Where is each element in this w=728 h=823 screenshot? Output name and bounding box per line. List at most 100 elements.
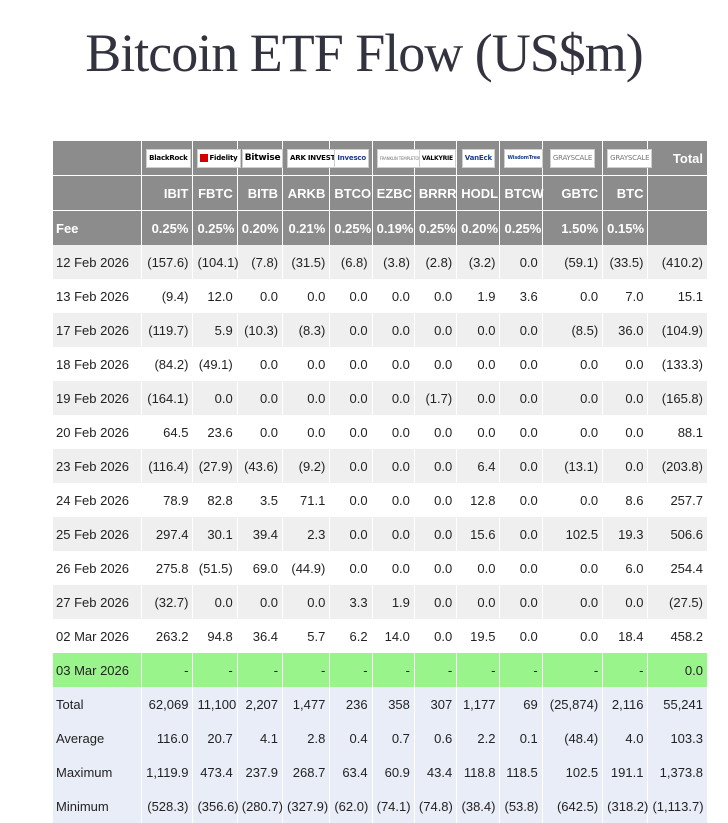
total-cell: 254.4 — [647, 551, 708, 585]
flow-cell: 6.2 — [329, 619, 373, 653]
flow-cell: (51.5) — [192, 551, 238, 585]
flow-cell: 0.0 — [456, 415, 501, 449]
flow-cell: 1.9 — [372, 585, 415, 619]
flow-cell: 0.0 — [237, 415, 284, 449]
flow-cell: (32.7) — [141, 585, 194, 619]
total-column-header: Total — [647, 141, 708, 176]
table-row: 02 Mar 2026 263.2 94.8 36.4 5.7 6.2 14.0 0.0 19.… — [53, 619, 708, 653]
flow-cell: - — [237, 653, 284, 687]
fee-value: 0.25% — [499, 210, 543, 245]
flow-cell: 3.5 — [237, 483, 284, 517]
flow-cell: - — [141, 653, 194, 687]
flow-cell: 0.0 — [456, 551, 501, 585]
flow-cell: 0.0 — [499, 619, 543, 653]
flow-cell: (116.4) — [141, 449, 194, 483]
etf-flow-table: BlackRock Fidelity Bitwise ARK INVEST In… — [53, 141, 708, 823]
total-cell: 55,241 — [647, 687, 708, 721]
flow-cell: 0.0 — [542, 619, 604, 653]
table-row: 18 Feb 2026 (84.2) (49.1) 0.0 0.0 0.0 0.0 0.0 0.… — [53, 347, 708, 381]
flow-cell: (59.1) — [542, 245, 604, 279]
flow-cell: 237.9 — [237, 755, 284, 789]
flow-cell: 0.0 — [456, 347, 501, 381]
total-cell: 257.7 — [647, 483, 708, 517]
flow-cell: (2.8) — [414, 245, 458, 279]
valkyrie-logo: VALKYRIE — [418, 148, 456, 168]
logo-row: BlackRock Fidelity Bitwise ARK INVEST In… — [53, 141, 708, 176]
flow-cell: 0.0 — [542, 551, 604, 585]
fee-value: 0.25% — [192, 210, 238, 245]
row-date: 13 Feb 2026 — [53, 279, 143, 313]
flow-cell: 307 — [414, 687, 458, 721]
flow-cell: 0.0 — [414, 585, 458, 619]
flow-cell: - — [329, 653, 373, 687]
flow-cell: 0.0 — [602, 381, 649, 415]
summary-label: Maximum — [53, 755, 143, 789]
row-date: 20 Feb 2026 — [53, 415, 143, 449]
flow-cell: 0.0 — [329, 313, 373, 347]
flow-cell: (31.5) — [282, 245, 331, 279]
ticker-row: IBIT FBTC BITB ARKB BTCO EZBC BRRR HODL … — [53, 175, 708, 211]
total-cell: 458.2 — [647, 619, 708, 653]
flow-cell: - — [542, 653, 604, 687]
flow-cell: - — [192, 653, 238, 687]
flow-cell: 0.0 — [542, 381, 604, 415]
flow-cell: 358 — [372, 687, 415, 721]
flow-cell: 30.1 — [192, 517, 238, 551]
flow-cell: (84.2) — [141, 347, 194, 381]
invesco-logo: Invesco — [334, 148, 369, 168]
flow-cell: (3.2) — [456, 245, 501, 279]
flow-cell: 0.0 — [414, 347, 458, 381]
flow-cell: 0.7 — [372, 721, 415, 755]
flow-cell: 0.0 — [282, 279, 331, 313]
flow-table-body: 12 Feb 2026 (157.6) (104.1) (7.8) (31.5) (6.8… — [53, 245, 708, 823]
flow-cell: 12.0 — [192, 279, 238, 313]
table-row: 12 Feb 2026 (157.6) (104.1) (7.8) (31.5) (6.8… — [53, 245, 708, 279]
total-cell: (410.2) — [647, 245, 708, 279]
flow-cell: 1,119.9 — [141, 755, 194, 789]
flow-cell: 0.0 — [414, 517, 458, 551]
flow-cell: (49.1) — [192, 347, 238, 381]
flow-cell: 0.0 — [499, 415, 543, 449]
table-row: 03 Mar 2026- - - - - - - - - - -0.0 — [53, 653, 708, 687]
flow-cell: 82.8 — [192, 483, 238, 517]
flow-cell: (104.1) — [192, 245, 239, 279]
flow-cell: - — [499, 653, 543, 687]
row-date: 25 Feb 2026 — [53, 517, 143, 551]
flow-cell: 0.0 — [372, 279, 415, 313]
flow-cell: (280.7) — [237, 789, 284, 823]
flow-cell: 0.0 — [237, 347, 284, 381]
flow-cell: 0.0 — [372, 449, 415, 483]
flow-cell: 0.0 — [414, 619, 458, 653]
flow-cell: 0.0 — [602, 347, 649, 381]
flow-cell: 0.0 — [372, 551, 415, 585]
flow-cell: 15.6 — [456, 517, 501, 551]
flow-cell: 62,069 — [141, 687, 194, 721]
flow-cell: 0.0 — [192, 585, 238, 619]
grayscale-logo: GRAYSCALE — [549, 148, 596, 168]
table-row: 23 Feb 2026 (116.4) (27.9) (43.6) (9.2) 0.0 0.… — [53, 449, 708, 483]
flow-cell: - — [372, 653, 415, 687]
flow-cell: 0.0 — [329, 381, 373, 415]
flow-cell: 0.0 — [237, 585, 284, 619]
flow-cell: 60.9 — [372, 755, 415, 789]
flow-cell: 191.1 — [602, 755, 649, 789]
flow-cell: 0.0 — [414, 483, 458, 517]
flow-cell: 19.5 — [456, 619, 501, 653]
ticker-header: GBTC — [542, 175, 604, 211]
flow-cell: 3.3 — [329, 585, 373, 619]
row-date: 27 Feb 2026 — [53, 585, 143, 619]
fee-value: 0.25% — [414, 210, 458, 245]
flow-cell: 0.0 — [414, 551, 458, 585]
summary-row: Average 116.0 20.7 4.1 2.8 0.4 0.7 0.6 2.2 0.1 (48… — [53, 721, 708, 755]
flow-cell: 0.0 — [282, 415, 331, 449]
flow-cell: 0.0 — [282, 585, 331, 619]
flow-cell: 268.7 — [282, 755, 331, 789]
franklin-templeton-logo: FRANKLIN TEMPLETON — [376, 148, 425, 168]
flow-cell: 0.0 — [542, 279, 604, 313]
ticker-header: BTCO — [329, 175, 373, 211]
fee-value: 0.20% — [237, 210, 284, 245]
flow-cell: 0.0 — [372, 517, 415, 551]
flow-cell: 6.4 — [456, 449, 501, 483]
ark-invest-logo: ARK INVEST — [287, 148, 339, 168]
ticker-header: HODL — [456, 175, 501, 211]
